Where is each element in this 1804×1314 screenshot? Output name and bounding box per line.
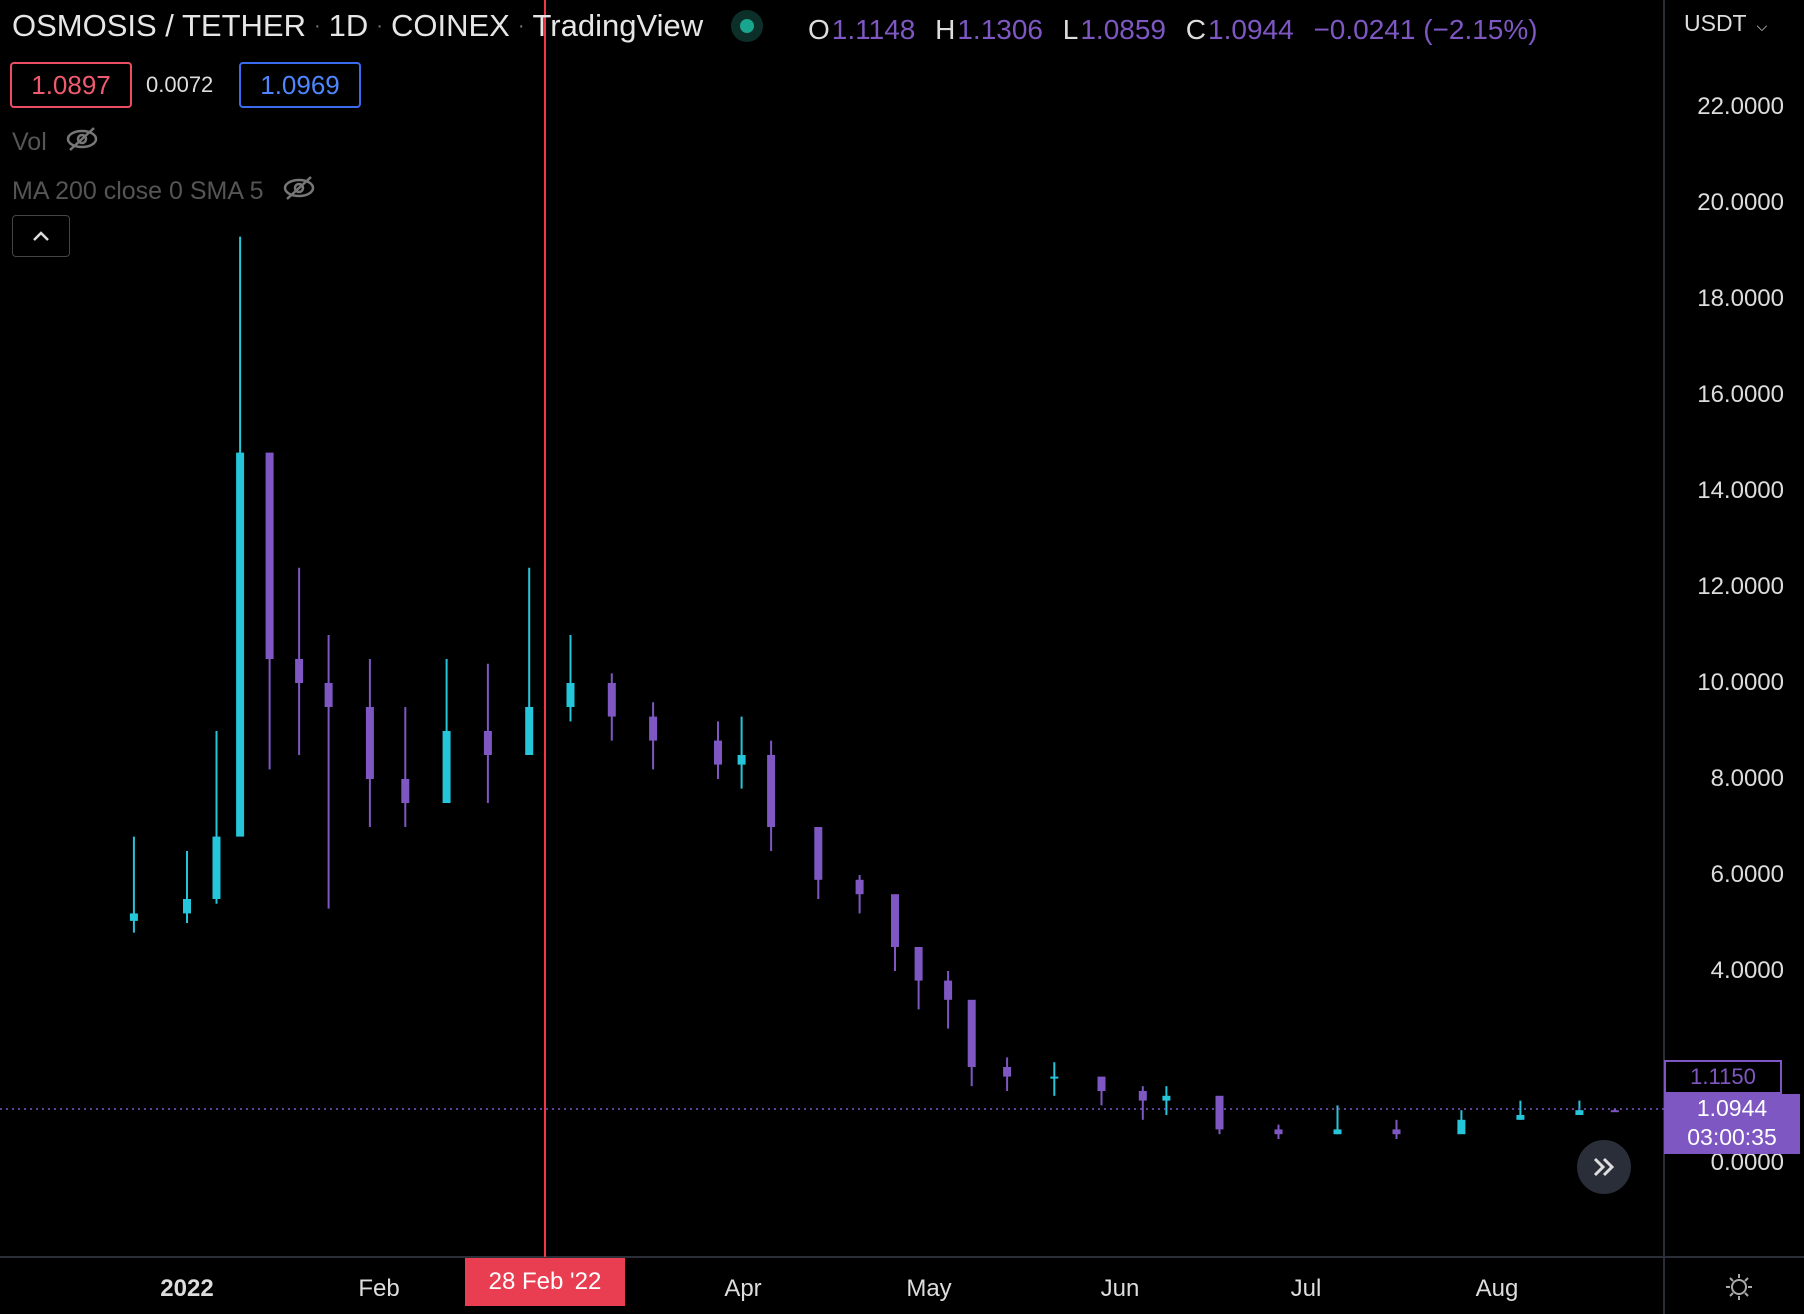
time-tick-label: Jun <box>1100 1275 1140 1302</box>
price-tick-label: 20.0000 <box>1697 189 1784 216</box>
volume-indicator[interactable]: Vol <box>12 126 99 159</box>
candle-body <box>483 731 492 755</box>
candle-body <box>914 947 923 981</box>
data-source: TradingView <box>532 8 704 43</box>
candle-body <box>442 731 451 803</box>
candle-body <box>967 999 976 1067</box>
scroll-to-realtime-button[interactable] <box>1577 1140 1631 1194</box>
candle-body <box>525 707 534 755</box>
price-tick-label: 4.0000 <box>1710 957 1784 984</box>
bar-countdown: 03:00:35 <box>1687 1124 1777 1150</box>
high-value: 1.1306 <box>957 14 1043 45</box>
candle-body <box>183 899 191 914</box>
currency-label: USDT <box>1684 10 1747 36</box>
candle-body <box>1333 1129 1342 1135</box>
candle-body <box>1215 1095 1224 1130</box>
candle-body <box>365 707 374 779</box>
time-tick-label: May <box>906 1275 952 1302</box>
price-label-outline: 1.1150 <box>1664 1060 1782 1094</box>
currency-selector[interactable]: USDT ⌵ <box>1684 10 1767 37</box>
candle-body <box>236 452 245 837</box>
last-price-value: 1.0944 <box>1696 1095 1768 1121</box>
time-tick-label: Feb <box>358 1275 400 1302</box>
symbol-name[interactable]: OSMOSIS / TETHER <box>12 8 306 43</box>
price-tick-label: 18.0000 <box>1697 285 1784 312</box>
change-value: −0.0241 (−2.15%) <box>1313 14 1538 45</box>
candle-body <box>855 879 864 895</box>
candle-body <box>1050 1076 1059 1079</box>
candle-body <box>1097 1076 1106 1091</box>
buy-button[interactable]: 1.0969 <box>239 62 361 108</box>
price-tick-label: 6.0000 <box>1710 861 1784 888</box>
time-tick-label: 2022 <box>160 1275 214 1302</box>
time-tick-label: Aug <box>1475 1275 1519 1302</box>
candle-body <box>944 980 953 1000</box>
price-tick-label: 22.0000 <box>1697 93 1784 120</box>
sell-button[interactable]: 1.0897 <box>10 62 132 108</box>
candle-body <box>1392 1129 1401 1135</box>
chevron-down-icon: ⌵ <box>1756 18 1768 34</box>
candle-body <box>1003 1067 1012 1077</box>
high-label: H <box>935 14 956 45</box>
collapse-legend-button[interactable] <box>12 215 70 257</box>
price-tick-label: 14.0000 <box>1697 477 1784 504</box>
candle-body <box>737 755 746 765</box>
candles <box>129 236 1619 1139</box>
last-price-label: 1.0944 03:00:35 <box>1664 1094 1800 1154</box>
open-label: O <box>808 14 830 45</box>
market-open-icon <box>731 10 764 42</box>
low-value: 1.0859 <box>1080 14 1166 45</box>
hidden-eye-icon[interactable] <box>282 175 316 208</box>
double-chevron-right-icon <box>1593 1157 1615 1177</box>
candle-body <box>1516 1115 1525 1120</box>
candle-body <box>212 836 221 899</box>
candle-body <box>265 452 274 659</box>
spread-value: 0.0072 <box>146 72 214 97</box>
price-tick-label: 12.0000 <box>1697 573 1784 600</box>
chevron-up-icon <box>33 231 49 241</box>
candle-body <box>1274 1129 1283 1135</box>
time-tick-label: Apr <box>724 1275 762 1302</box>
candle-body <box>1610 1110 1619 1113</box>
low-label: L <box>1062 14 1079 45</box>
crosshair-date-label: 28 Feb '22 <box>465 1258 625 1306</box>
ohlc-legend: O1.1148 H1.1306 L1.0859 C1.0944 −0.0241 … <box>808 14 1550 46</box>
settings-gear-icon[interactable] <box>1724 1272 1754 1307</box>
candle-body <box>1575 1110 1584 1115</box>
candle-body <box>566 683 575 707</box>
close-value: 1.0944 <box>1208 14 1294 45</box>
candle-body <box>1457 1119 1466 1135</box>
time-tick-label: Jul <box>1290 1275 1322 1302</box>
price-tick-label: 16.0000 <box>1697 381 1784 408</box>
candle-body <box>649 716 658 741</box>
candle-body <box>129 913 138 921</box>
candle-body <box>1162 1095 1171 1101</box>
candle-body <box>1138 1091 1147 1101</box>
ma-indicator-label: MA 200 close 0 SMA 5 <box>12 177 264 205</box>
candle-body <box>295 659 304 683</box>
candle-body <box>891 894 899 947</box>
candle-body <box>324 683 333 707</box>
close-label: C <box>1185 14 1207 45</box>
open-value: 1.1148 <box>831 14 916 45</box>
chart-header: OSMOSIS / TETHER · 1D · COINEX · Trading… <box>12 8 764 44</box>
candle-body <box>607 683 616 717</box>
ma-indicator[interactable]: MA 200 close 0 SMA 5 <box>12 175 316 208</box>
candle-body <box>401 779 410 803</box>
interval[interactable]: 1D <box>328 8 369 43</box>
candle-body <box>814 827 823 880</box>
candle-body <box>767 755 776 827</box>
price-tick-label: 8.0000 <box>1710 765 1784 792</box>
exchange: COINEX <box>390 8 510 43</box>
hidden-eye-icon[interactable] <box>65 126 99 159</box>
candle-body <box>714 740 722 765</box>
volume-indicator-label: Vol <box>12 128 47 156</box>
price-tick-label: 10.0000 <box>1697 669 1784 696</box>
